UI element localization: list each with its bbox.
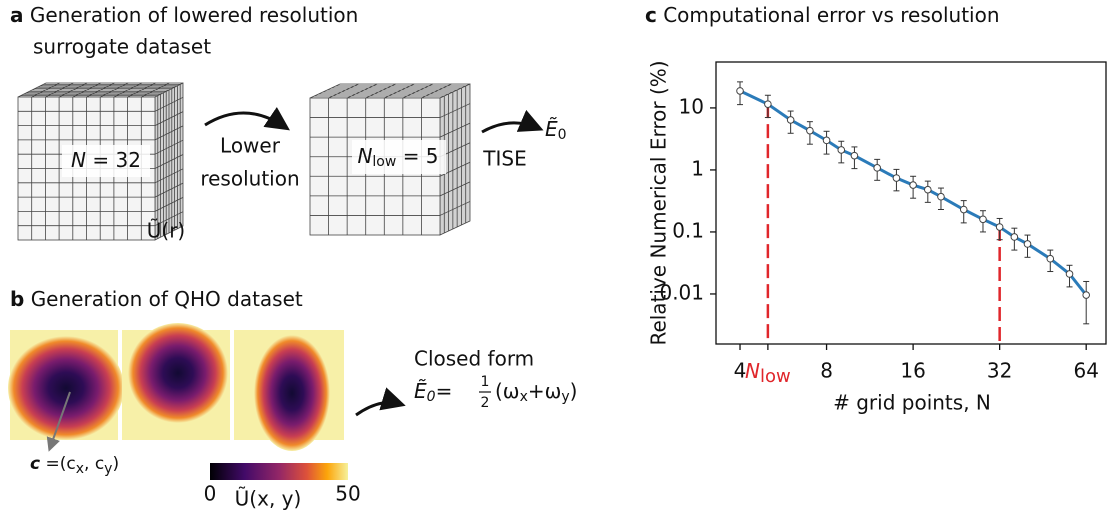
cube-label: Nlow = 5 — [357, 144, 438, 171]
data-point — [1024, 241, 1031, 248]
data-point — [893, 175, 900, 182]
colorbar-tick-label: 0 — [204, 482, 217, 506]
data-point — [807, 127, 814, 134]
panel-title: a Generation of lowered resolution — [10, 3, 358, 27]
heatmaps — [8, 323, 344, 451]
data-point — [1066, 271, 1073, 278]
energy-label: Ẽ0 — [545, 117, 567, 144]
x-tick-label: 64 — [1073, 359, 1098, 383]
x-axis-label: # grid points, N — [833, 391, 991, 415]
arrow-label: resolution — [200, 167, 299, 191]
formula: (ωx+ωy) — [495, 379, 577, 406]
panel-title: b Generation of QHO dataset — [10, 287, 303, 311]
data-point — [874, 165, 881, 172]
colorbar-tick-label: 50 — [335, 482, 360, 506]
center-label: c =(cx, cy) — [30, 454, 119, 477]
data-point — [996, 224, 1003, 231]
plot-frame — [716, 62, 1106, 344]
panel-title: surrogate dataset — [33, 35, 211, 59]
x-tick-label: 32 — [987, 359, 1012, 383]
arrow-label: Lower — [220, 134, 281, 158]
data-point — [1011, 234, 1018, 241]
colorbar — [210, 463, 348, 480]
chart-title: c Computational error vs resolution — [645, 3, 1000, 27]
colorbar-label: Ũ(x, y) — [235, 487, 302, 511]
data-point — [1083, 292, 1090, 299]
data-point — [737, 88, 744, 95]
data-point — [838, 147, 845, 154]
data-point — [787, 117, 794, 124]
x-tick-label: 8 — [820, 359, 833, 383]
data-point — [851, 152, 858, 159]
y-tick-label: 0.1 — [672, 218, 704, 242]
arrow — [482, 123, 538, 132]
x-tick-label: Nlow — [745, 359, 791, 388]
data-point — [910, 182, 917, 189]
closed-form-label: Closed form — [414, 347, 534, 371]
heat-blob — [128, 323, 228, 423]
tick-label-sub: low — [760, 366, 791, 387]
data-point — [1047, 255, 1054, 262]
data-point — [938, 193, 945, 200]
formula-num: 1 — [481, 374, 490, 390]
data-point — [980, 216, 987, 223]
arrow — [205, 113, 285, 127]
data-point — [925, 186, 932, 193]
potential-label: Ũ(r) — [147, 219, 185, 243]
y-tick-label: 0.01 — [659, 280, 704, 304]
tick-label-main: N — [745, 359, 760, 383]
data-point — [823, 137, 830, 144]
arrow-label: TISE — [482, 147, 526, 171]
cube-label: N = 32 — [71, 148, 141, 172]
y-tick-label: 1 — [691, 156, 704, 180]
figure: a Generation of lowered resolution surro… — [0, 0, 1110, 517]
data-point — [765, 101, 772, 108]
data-point — [960, 206, 967, 213]
y-tick-label: 10 — [679, 94, 704, 118]
heat-blob — [254, 335, 330, 451]
formula-den: 2 — [481, 395, 490, 411]
formula: Ẽ0= — [414, 379, 452, 406]
heat-blob — [8, 336, 124, 440]
arrow — [356, 402, 400, 415]
x-tick-label: 16 — [900, 359, 925, 383]
